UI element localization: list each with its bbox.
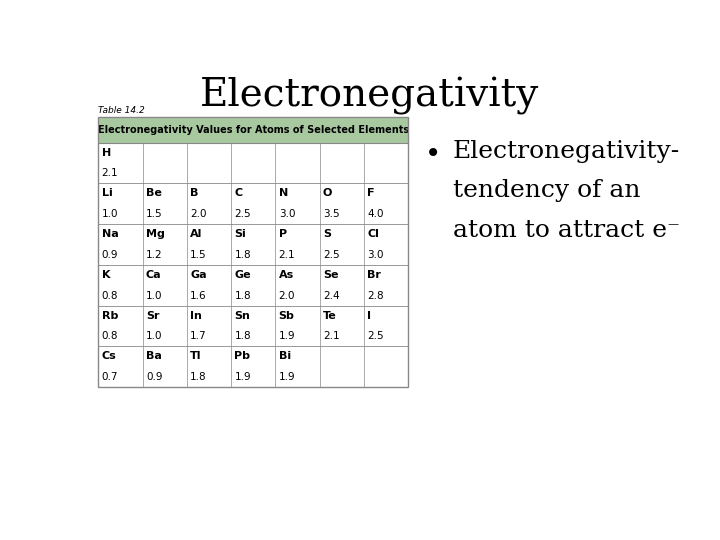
Text: 2.5: 2.5 [367,332,384,341]
Text: Electronegativity Values for Atoms of Selected Elements: Electronegativity Values for Atoms of Se… [98,125,409,134]
Text: 3.5: 3.5 [323,209,340,219]
Text: Ga: Ga [190,270,207,280]
Text: Cl: Cl [367,229,379,239]
Text: Ba: Ba [146,352,162,361]
Text: C: C [235,188,243,198]
Text: N: N [279,188,288,198]
Text: Si: Si [235,229,246,239]
Text: 1.0: 1.0 [102,209,118,219]
Text: Se: Se [323,270,338,280]
Text: 4.0: 4.0 [367,209,384,219]
Text: Br: Br [367,270,381,280]
Text: 0.9: 0.9 [102,250,118,260]
Text: 1.9: 1.9 [279,372,295,382]
Bar [99,117,408,143]
Text: B: B [190,188,199,198]
Text: Ge: Ge [235,270,251,280]
Text: 2.1: 2.1 [279,250,295,260]
Text: Electronegativity-: Electronegativity- [453,140,680,163]
Text: Sb: Sb [279,310,294,321]
Text: Na: Na [102,229,119,239]
Text: F: F [367,188,374,198]
Text: 1.7: 1.7 [190,332,207,341]
Text: H: H [102,147,111,158]
Text: Table 14.2: Table 14.2 [99,106,145,114]
Text: 2.8: 2.8 [367,291,384,301]
Text: 1.5: 1.5 [146,209,163,219]
Text: As: As [279,270,294,280]
Text: 1.5: 1.5 [190,250,207,260]
Text: Sr: Sr [146,310,159,321]
Text: O: O [323,188,333,198]
Text: 1.0: 1.0 [146,291,163,301]
Text: 1.6: 1.6 [190,291,207,301]
Text: In: In [190,310,202,321]
Text: 0.8: 0.8 [102,332,118,341]
Text: 1.8: 1.8 [235,250,251,260]
Text: 2.5: 2.5 [235,209,251,219]
Text: Sn: Sn [235,310,251,321]
Text: •: • [425,140,441,167]
Text: Al: Al [190,229,202,239]
Text: Mg: Mg [146,229,165,239]
Text: Pb: Pb [235,352,251,361]
Text: 3.0: 3.0 [367,250,384,260]
Text: S: S [323,229,331,239]
Text: Electronegativity: Electronegativity [199,77,539,115]
Text: I: I [367,310,372,321]
Text: 2.4: 2.4 [323,291,340,301]
Text: 1.0: 1.0 [146,332,163,341]
Text: 2.0: 2.0 [279,291,295,301]
Text: Te: Te [323,310,337,321]
Text: 1.8: 1.8 [235,332,251,341]
Text: 0.7: 0.7 [102,372,118,382]
Text: 1.8: 1.8 [235,291,251,301]
Text: Tl: Tl [190,352,202,361]
Text: Li: Li [102,188,112,198]
Text: 1.2: 1.2 [146,250,163,260]
Text: 2.5: 2.5 [323,250,340,260]
Text: 2.1: 2.1 [323,332,340,341]
Text: 1.9: 1.9 [235,372,251,382]
Text: 2.1: 2.1 [102,168,118,178]
Text: Cs: Cs [102,352,117,361]
Text: P: P [279,229,287,239]
Text: 0.8: 0.8 [102,291,118,301]
Text: 2.0: 2.0 [190,209,207,219]
Text: Bi: Bi [279,352,291,361]
Text: Ca: Ca [146,270,161,280]
Text: Be: Be [146,188,162,198]
Text: Rb: Rb [102,310,118,321]
Text: tendency of an: tendency of an [453,179,640,202]
Text: K: K [102,270,110,280]
Text: 1.8: 1.8 [190,372,207,382]
Text: 0.9: 0.9 [146,372,163,382]
Text: atom to attract e⁻: atom to attract e⁻ [453,219,680,241]
Text: 1.9: 1.9 [279,332,295,341]
Text: 3.0: 3.0 [279,209,295,219]
